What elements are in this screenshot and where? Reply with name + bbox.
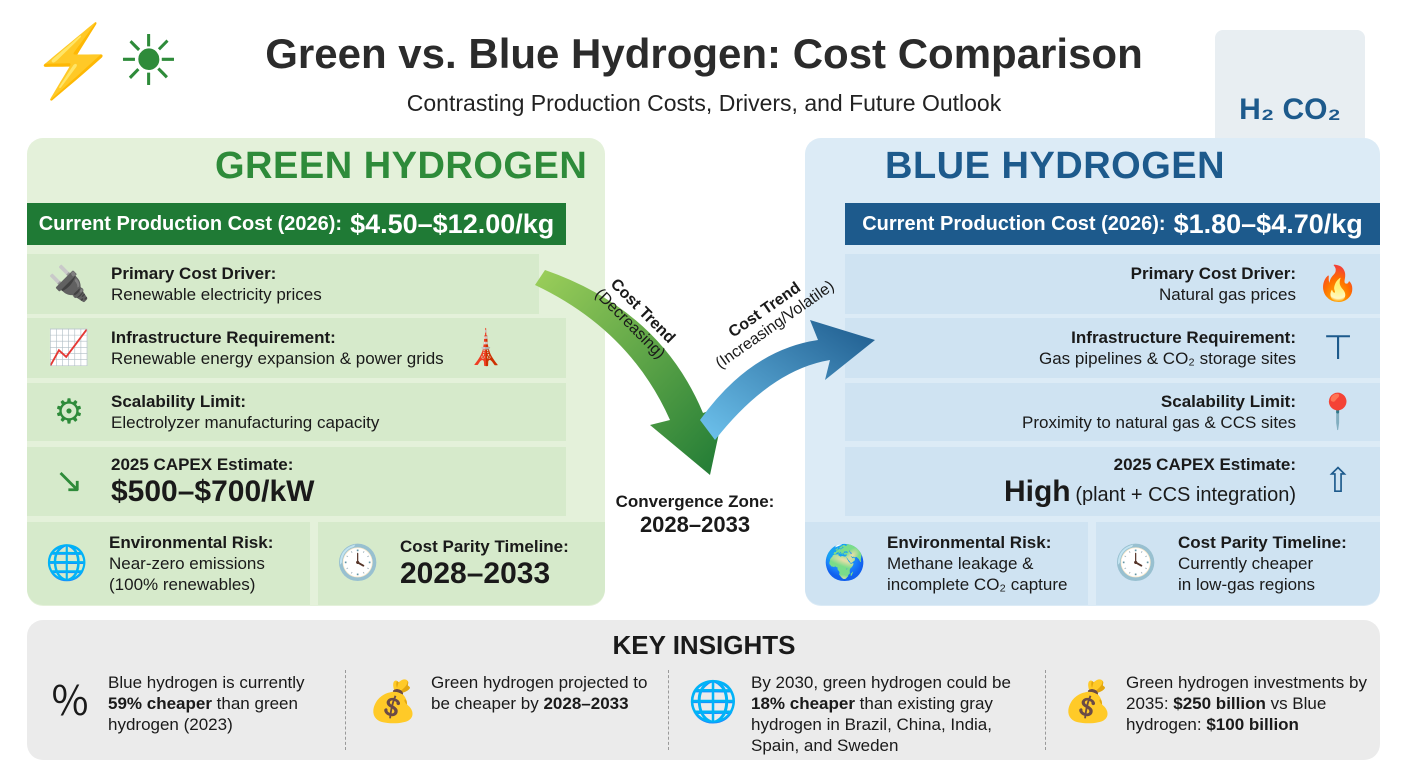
convergence-value: 2028–2033 (639, 512, 751, 537)
row-label: 2025 CAPEX Estimate: (1113, 455, 1296, 474)
wind-solar-h2-illustration-icon: ⚡☀ (30, 22, 180, 100)
blue-row-infrastructure: Infrastructure Requirement: Gas pipelines… (845, 318, 1380, 378)
percent-coin-icon: ％ (50, 679, 90, 724)
divider (668, 670, 669, 750)
insight-item: 💰 Green hydrogen projected to be cheaper … (365, 672, 655, 732)
convergence-zone: Convergence Zone: 2028–2033 (595, 492, 795, 538)
card-text: incomplete CO₂ capture (887, 575, 1068, 594)
green-row-infrastructure: 📈 Infrastructure Requirement: Renewable en… (27, 318, 566, 378)
row-value: Renewable energy expansion & power grids (111, 349, 444, 368)
insight-bold: 59% cheaper (108, 694, 212, 713)
money-bag-icon: 💰 (1063, 679, 1113, 724)
page-subtitle: Contrasting Production Costs, Drivers, a… (406, 90, 1002, 116)
globe-zero-icon: 🌐 (45, 544, 89, 582)
row-label: Scalability Limit: (111, 392, 247, 411)
blue-row-capex: 2025 CAPEX Estimate: High (plant + CCS in… (845, 447, 1380, 516)
card-label: Cost Parity Timeline: (400, 537, 569, 556)
insight-text: Blue hydrogen is currently (108, 673, 305, 692)
card-text: Methane leakage & (887, 554, 1034, 573)
insight-bold: $250 billion (1173, 694, 1266, 713)
card-text: (100% renewables) (109, 575, 256, 594)
globe-warning-icon: 🌍 (823, 544, 867, 582)
globe-chart-icon: 🌐 (688, 679, 738, 724)
row-value: Proximity to natural gas & CCS sites (1022, 413, 1296, 432)
row-label: Infrastructure Requirement: (1071, 328, 1296, 347)
page-title: Green vs. Blue Hydrogen: Cost Comparison (265, 30, 1143, 77)
row-value: (plant + CCS integration) (1075, 484, 1296, 506)
gas-flame-pipe-icon: 🔥 (1316, 264, 1360, 303)
row-value-big: High (1003, 475, 1071, 508)
green-decreasing-arrow (535, 270, 725, 475)
coins-down-icon: ↘ (54, 462, 84, 500)
card-value: 2028–2033 (400, 557, 551, 590)
insight-text: Green hydrogen investments by 2035: (1126, 673, 1367, 713)
card-label: Cost Parity Timeline: (1178, 533, 1347, 552)
divider (1045, 670, 1046, 750)
money-bag-hand-icon: 💰 (368, 679, 418, 724)
insight-item: 💰 Green hydrogen investments by 2035: $25… (1060, 672, 1370, 735)
row-value: Renewable electricity prices (111, 285, 322, 304)
row-value: Electrolyzer manufacturing capacity (111, 413, 380, 432)
coins-up-icon: ⇧ (1323, 462, 1353, 500)
insight-bold: 2028–2033 (543, 694, 629, 713)
insight-text: than green hydrogen (2023) (108, 694, 298, 734)
blue-parity-card: 🕓 Cost Parity Timeline: Currently cheaper i… (1096, 522, 1380, 605)
green-row-capex: ↘ 2025 CAPEX Estimate: $500–$700/kW (27, 447, 566, 516)
key-insights-panel (27, 620, 1380, 760)
insight-item: 🌐 By 2030, green hydrogen could be 18% ch… (685, 672, 1025, 756)
green-panel-title: GREEN HYDROGEN (215, 145, 588, 187)
convergence-label: Convergence Zone: (615, 492, 775, 511)
card-text: Near-zero emissions (109, 554, 265, 573)
blue-increasing-arrow (700, 320, 875, 440)
green-cost-label: Current Production Cost (2026): (38, 212, 343, 235)
power-tower-icon: 🗼 (464, 328, 507, 367)
row-label: Primary Cost Driver: (1130, 264, 1296, 283)
growth-chart-icon: 📈 (47, 328, 91, 367)
row-value: Natural gas prices (1158, 285, 1296, 304)
gear-conveyor-icon: ⚙ (53, 392, 85, 431)
blue-env-risk-card: 🌍 Environmental Risk: Methane leakage & inc… (805, 522, 1088, 605)
card-label: Environmental Risk: (109, 533, 274, 552)
row-label: Primary Cost Driver: (111, 264, 277, 283)
green-row-scalability: ⚙ Scalability Limit: Electrolyzer manufact… (27, 383, 566, 441)
divider (345, 670, 346, 750)
row-value: Gas pipelines & CO₂ storage sites (1039, 349, 1296, 368)
green-cost-value: $4.50–$12.00/kg (350, 208, 555, 239)
key-insights-title: KEY INSIGHTS (612, 630, 796, 660)
insight-text: vs Blue hydrogen: (1126, 694, 1327, 734)
green-row-driver: 🔌 Primary Cost Driver: Renewable electrici… (27, 254, 539, 314)
row-value: $500–$700/kW (111, 475, 315, 508)
row-label: Infrastructure Requirement: (111, 328, 336, 347)
green-parity-card: 🕓 Cost Parity Timeline: 2028–2033 (318, 522, 605, 605)
green-cost-bar: Current Production Cost (2026): $4.50–$12… (27, 203, 566, 245)
clock-arrow-icon: 🕓 (336, 544, 380, 582)
card-text: in low-gas regions (1178, 575, 1316, 594)
plug-sun-icon: 🔌 (47, 264, 91, 303)
clock-arrow-icon: 🕓 (1114, 544, 1158, 582)
insight-bold: 18% cheaper (751, 694, 855, 713)
blue-cost-value: $1.80–$4.70/kg (1173, 208, 1363, 239)
card-label: Environmental Risk: (887, 533, 1052, 552)
insight-bold: $100 billion (1206, 715, 1299, 734)
insight-text: By 2030, green hydrogen could be (751, 673, 1011, 692)
blue-cost-label: Current Production Cost (2026): (862, 212, 1166, 235)
blue-panel-title: BLUE HYDROGEN (885, 145, 1226, 187)
row-label: Scalability Limit: (1160, 392, 1296, 411)
row-label: 2025 CAPEX Estimate: (111, 455, 294, 474)
insight-item: ％ Blue hydrogen is currently 59% cheaper … (42, 672, 332, 735)
blue-row-scalability: Scalability Limit: Proximity to natural g… (845, 383, 1380, 441)
green-env-risk-card: 🌐 Environmental Risk: Near-zero emissions (… (27, 522, 310, 605)
insight-text: Green hydrogen projected to be cheaper b… (431, 673, 648, 713)
blue-row-driver: Primary Cost Driver: Natural gas prices 🔥 (845, 254, 1380, 314)
trend-arrows (535, 270, 875, 475)
blue-cost-bar: Current Production Cost (2026): $1.80–$4.… (845, 203, 1380, 245)
insight-text: than existing gray hydrogen in Brazil, C… (751, 694, 993, 755)
pipe-valve-icon: ⊤ (1323, 328, 1353, 367)
card-text: Currently cheaper (1178, 554, 1314, 573)
map-pin-icon: 📍 (1316, 392, 1360, 431)
